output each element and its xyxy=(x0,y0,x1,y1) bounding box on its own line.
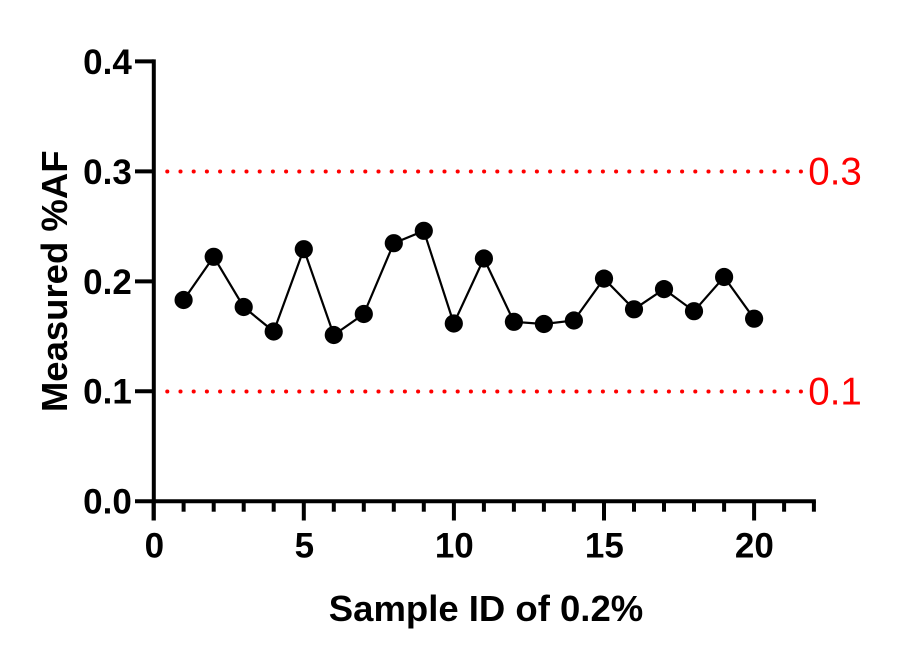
svg-text:0.1: 0.1 xyxy=(83,373,132,412)
svg-text:0.4: 0.4 xyxy=(83,43,132,82)
svg-text:5: 5 xyxy=(295,526,314,565)
svg-text:Measured %AF: Measured %AF xyxy=(34,150,75,412)
svg-text:0: 0 xyxy=(145,526,164,565)
svg-text:20: 20 xyxy=(735,526,774,565)
svg-text:0.0: 0.0 xyxy=(83,483,132,522)
svg-text:15: 15 xyxy=(585,526,624,565)
svg-text:0.3: 0.3 xyxy=(83,153,132,192)
svg-text:10: 10 xyxy=(435,526,474,565)
svg-text:Sample ID of 0.2%: Sample ID of 0.2% xyxy=(329,588,643,629)
svg-text:0.3: 0.3 xyxy=(808,151,862,194)
svg-text:0.2: 0.2 xyxy=(83,263,132,302)
svg-text:0.1: 0.1 xyxy=(808,371,862,414)
